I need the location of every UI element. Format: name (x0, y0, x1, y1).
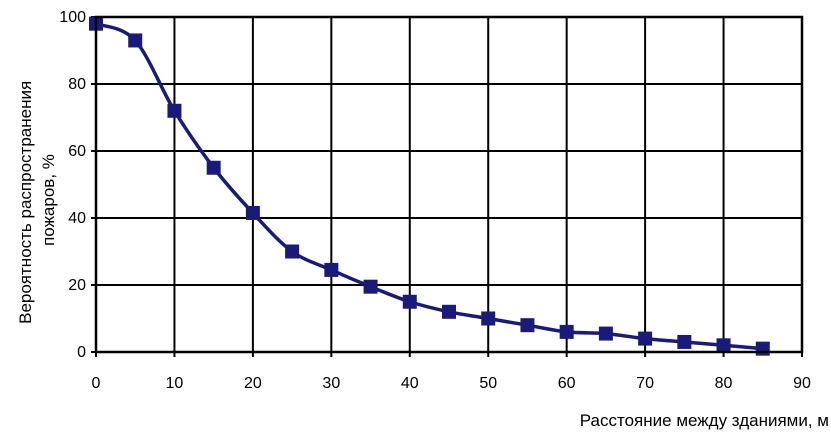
data-point-marker (285, 244, 300, 259)
x-tick-label: 10 (166, 375, 184, 392)
y-tick-label: 100 (59, 9, 86, 26)
x-axis-title: Расстояние между зданиями, м (580, 411, 829, 430)
data-point-marker (481, 311, 496, 326)
y-tick-label: 20 (68, 277, 86, 294)
plot-frame (94, 15, 804, 354)
series-layer (89, 16, 770, 356)
x-tick-label: 70 (636, 375, 654, 392)
x-tick-label: 60 (558, 375, 576, 392)
y-tick-label: 40 (68, 210, 86, 227)
x-tick-label: 0 (92, 375, 101, 392)
series-line (95, 22, 763, 351)
y-tick-label: 0 (77, 344, 86, 361)
x-tick-label: 30 (322, 375, 340, 392)
data-point-marker (324, 262, 339, 277)
y-tick-label: 80 (68, 76, 86, 93)
data-point-marker (598, 326, 613, 341)
data-point-marker (402, 294, 417, 309)
data-point-marker (128, 33, 143, 48)
y-axis-title: Вероятность распространения пожаров, % (16, 76, 58, 324)
data-point-marker (363, 279, 378, 294)
y-axis-title-line-2: пожаров, % (39, 154, 58, 246)
x-tick-label: 90 (793, 375, 811, 392)
data-point-marker (520, 318, 535, 333)
y-tick-label: 60 (68, 143, 86, 160)
x-tick-label: 40 (401, 375, 419, 392)
x-tick-label: 80 (715, 375, 733, 392)
data-point-marker (559, 324, 574, 339)
y-axis-ticks: 0 20 40 60 80 100 (59, 9, 86, 361)
data-point-marker (167, 103, 182, 118)
data-point-marker (245, 205, 260, 220)
x-axis-ticks: 0 10 20 30 40 50 60 70 80 90 (92, 375, 811, 392)
y-axis-title-line-1: Вероятность распространения (16, 81, 35, 324)
data-point-marker (206, 160, 221, 175)
x-tick-label: 20 (244, 375, 262, 392)
data-point-marker (755, 341, 770, 356)
data-point-marker (716, 338, 731, 353)
data-point-marker (677, 334, 692, 349)
x-tick-label: 50 (479, 375, 497, 392)
data-point-marker (442, 304, 456, 319)
data-point-marker (638, 331, 653, 346)
